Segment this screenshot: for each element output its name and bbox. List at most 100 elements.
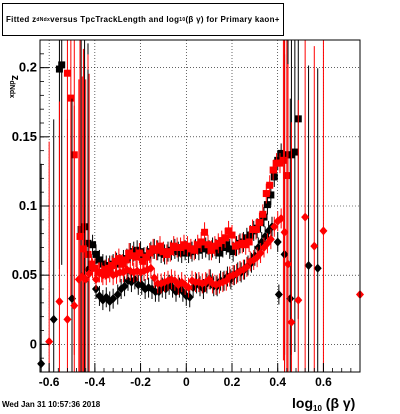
data-point-diamond [286, 294, 295, 304]
data-point-square [142, 253, 150, 261]
data-point-square [215, 249, 223, 257]
data-point-diamond [120, 281, 129, 291]
data-point-diamond [88, 263, 97, 273]
data-point-square [67, 94, 75, 102]
data-point-square [221, 234, 229, 242]
y-tick-label: 0.05 [12, 267, 37, 282]
data-point-square [115, 255, 123, 263]
x-tick-label: -0.4 [85, 375, 106, 389]
x-tick-label: 0.4 [269, 375, 286, 389]
data-point-square [156, 242, 164, 250]
data-point-diamond [266, 234, 275, 244]
data-point-square [222, 241, 230, 249]
y-tick-label: 0.2 [19, 60, 37, 75]
data-point-diamond [150, 273, 159, 283]
data-point-square [81, 223, 89, 231]
data-point-square [166, 248, 174, 256]
data-point-square [270, 173, 278, 181]
data-point-square [204, 241, 212, 249]
title-suffix: (β γ) for Primary kaon+ [185, 15, 280, 24]
data-point-diamond [301, 212, 310, 222]
data-point-diamond [284, 259, 292, 269]
data-point-square [135, 249, 143, 257]
data-point-diamond [270, 222, 279, 232]
data-point-diamond [274, 290, 283, 300]
data-point-square [263, 201, 271, 209]
title-sub-dndx: dNdx [36, 16, 51, 23]
data-point-square [269, 166, 277, 174]
data-point-square [58, 61, 66, 69]
data-point-square [63, 69, 71, 77]
x-tick-label: 0 [183, 375, 190, 389]
data-point-square [55, 65, 63, 73]
data-point-diamond [294, 295, 303, 305]
data-point-diamond [249, 255, 258, 265]
data-point-square [92, 250, 100, 258]
title-middle: versus TpcTrackLength and log [50, 15, 180, 24]
data-point-diamond [280, 227, 289, 237]
data-point-diamond [319, 226, 328, 236]
data-point-square [283, 172, 291, 180]
data-point-square [89, 241, 97, 249]
data-point-square [246, 231, 254, 239]
data-point-diamond [63, 314, 72, 324]
data-point-diamond [70, 301, 79, 311]
data-point-diamond [81, 274, 90, 284]
x-tick-label: 0.6 [315, 375, 332, 389]
data-point-diamond [49, 314, 58, 324]
data-point-square [190, 246, 198, 254]
data-point-square [225, 227, 233, 235]
x-axis-label: log10 (β γ) [292, 395, 355, 413]
data-point-diamond [242, 262, 251, 272]
data-point-diamond [122, 265, 131, 275]
x-tick-label: 0.2 [224, 375, 241, 389]
data-point-diamond [185, 292, 194, 302]
data-point-square [228, 231, 236, 239]
data-point-square [122, 256, 130, 264]
data-point-square [76, 232, 84, 240]
data-point-diamond [55, 296, 64, 306]
title-prefix: Fitted z [6, 15, 37, 24]
data-point-square [108, 261, 116, 269]
data-point-diamond [113, 290, 122, 300]
data-point-square [201, 228, 209, 236]
data-point-square [291, 148, 299, 156]
data-point-diamond [85, 269, 94, 279]
data-points [37, 40, 364, 372]
y-tick-label: 0 [30, 336, 37, 351]
data-point-square [153, 246, 161, 254]
data-point-square [229, 248, 237, 256]
data-point-diamond [256, 248, 265, 258]
data-point-square [262, 190, 270, 198]
x-tick-label: -0.6 [39, 375, 60, 389]
y-tick-label: 0.15 [12, 129, 37, 144]
data-point-diamond [277, 213, 286, 223]
data-point-diamond [273, 237, 282, 247]
data-point-square [266, 181, 274, 189]
data-point-square [245, 238, 253, 246]
data-point-diamond [45, 337, 54, 347]
y-tick-label: 0.1 [19, 198, 37, 213]
data-point-diamond [184, 283, 193, 293]
x-tick-label: -0.2 [130, 375, 151, 389]
data-point-square [118, 260, 126, 268]
data-point-diamond [313, 263, 322, 273]
y-axis-label: zdNdx [8, 75, 21, 98]
data-point-diamond [109, 294, 118, 304]
data-point-diamond [287, 317, 296, 327]
data-point-square [87, 260, 95, 268]
title-sub-10: 10 [179, 16, 186, 23]
data-point-diamond [304, 260, 313, 270]
date-stamp: Wed Jan 31 10:57:36 2018 [2, 400, 101, 409]
data-point-square [207, 246, 215, 254]
data-point-square [146, 249, 154, 257]
data-point-square [259, 210, 267, 218]
data-point-square [267, 191, 275, 199]
data-point-diamond [146, 263, 155, 273]
axis-ticks: -0.6 -0.4 -0.2 0 0.2 0.4 0.6 0 0.05 0.1 0.15 0.2 [12, 53, 352, 389]
data-point-diamond [310, 241, 319, 251]
data-point-diamond [37, 359, 46, 369]
data-point-square [252, 226, 260, 234]
data-point-square [197, 238, 205, 246]
